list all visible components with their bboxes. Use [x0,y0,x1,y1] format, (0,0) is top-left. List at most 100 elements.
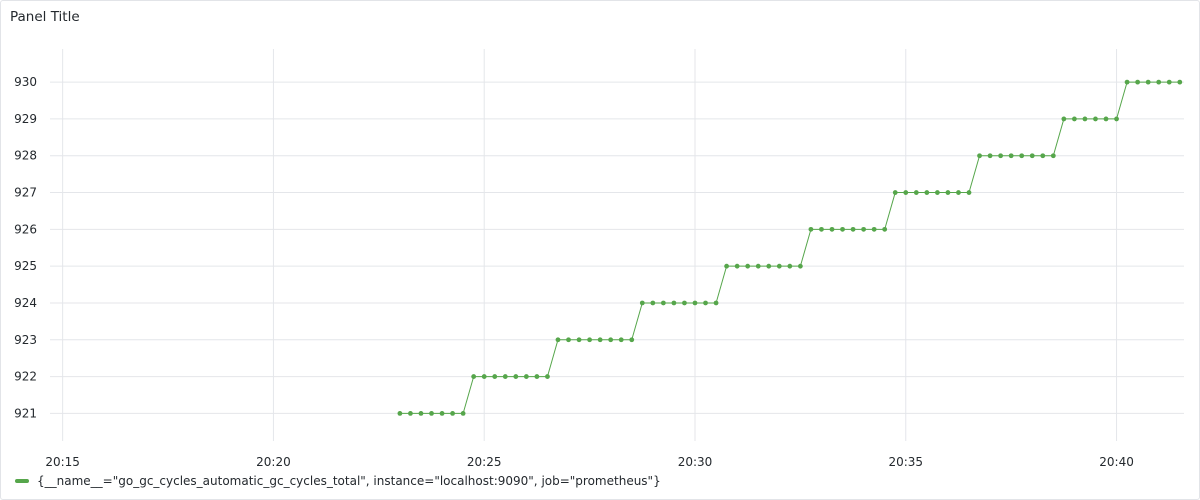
data-point[interactable] [597,337,603,343]
data-point[interactable] [1135,79,1141,85]
data-point[interactable] [1029,153,1035,159]
data-point[interactable] [1071,116,1077,122]
data-point[interactable] [745,263,751,269]
data-point[interactable] [850,226,856,232]
y-tick-label: 921 [14,406,37,420]
data-point[interactable] [481,374,487,379]
data-point[interactable] [1019,153,1025,159]
data-point[interactable] [903,190,909,195]
data-point[interactable] [671,300,677,306]
x-tick-label: 20:35 [888,455,923,469]
data-point[interactable] [998,153,1004,159]
data-point[interactable] [618,337,624,343]
data-point[interactable] [703,300,708,306]
data-point[interactable] [650,300,656,306]
data-point[interactable] [1177,79,1183,85]
data-point[interactable] [682,300,687,306]
data-point[interactable] [629,337,635,343]
series-line [399,81,1180,414]
data-point[interactable] [808,226,814,232]
data-point[interactable] [397,410,403,416]
data-point[interactable] [660,300,666,306]
data-point[interactable] [829,226,835,232]
data-point[interactable] [1082,116,1088,122]
data-point[interactable] [534,374,540,379]
data-point[interactable] [608,337,614,343]
data-point[interactable] [871,226,877,232]
data-point[interactable] [566,337,571,343]
x-axis: 20:15 20:20 20:25 20:30 20:35 20:40 [45,455,1133,469]
data-point[interactable] [555,337,561,343]
data-point[interactable] [956,190,961,195]
legend-label: {__name__="go_gc_cycles_automatic_gc_cyc… [37,474,661,488]
data-point[interactable] [766,263,772,269]
data-point[interactable] [1166,79,1172,85]
y-tick-label: 926 [14,222,37,236]
data-point[interactable] [819,226,824,232]
data-point[interactable] [471,374,477,379]
data-point[interactable] [523,374,529,379]
y-axis: 921 922 923 924 925 926 927 928 929 930 [14,75,37,420]
series-group [397,79,1183,416]
data-point[interactable] [1008,153,1014,159]
data-point[interactable] [755,263,761,269]
data-point[interactable] [639,300,645,306]
data-point[interactable] [460,410,466,416]
data-point[interactable] [892,190,898,195]
data-point[interactable] [450,410,455,416]
data-point[interactable] [913,190,919,195]
y-tick-label: 928 [14,149,37,163]
legend-item[interactable]: {__name__="go_gc_cycles_automatic_gc_cyc… [15,474,661,488]
data-point[interactable] [724,263,730,269]
data-point[interactable] [934,190,940,195]
data-point[interactable] [1145,79,1151,85]
data-point[interactable] [513,374,519,379]
y-tick-label: 922 [14,370,37,384]
data-point[interactable] [492,374,498,379]
data-point[interactable] [713,300,719,306]
data-point[interactable] [429,410,434,416]
data-point[interactable] [418,410,424,416]
x-tick-label: 20:15 [45,455,80,469]
y-tick-label: 923 [14,333,37,347]
data-point[interactable] [882,226,888,232]
data-point[interactable] [924,190,930,195]
data-point[interactable] [797,263,803,269]
x-tick-label: 20:20 [256,455,291,469]
x-tick-label: 20:40 [1099,455,1134,469]
y-tick-label: 927 [14,186,37,200]
panel-title[interactable]: Panel Title [10,9,80,25]
data-point[interactable] [945,190,951,195]
data-point[interactable] [776,263,782,269]
data-point[interactable] [587,337,592,343]
data-point[interactable] [966,190,972,195]
data-point[interactable] [1156,79,1162,85]
grid-lines [50,49,1184,441]
data-point[interactable] [692,300,698,306]
data-point[interactable] [987,153,993,159]
data-point[interactable] [502,374,508,379]
y-tick-label: 930 [14,75,37,89]
data-point[interactable] [977,153,982,159]
data-point[interactable] [840,226,845,232]
data-point[interactable] [1061,116,1067,122]
data-point[interactable] [1093,116,1098,122]
data-point[interactable] [1050,153,1056,159]
data-point[interactable] [439,410,445,416]
data-point[interactable] [1103,116,1109,122]
data-point[interactable] [576,337,582,343]
y-tick-label: 929 [14,112,37,126]
data-point[interactable] [1124,79,1130,85]
data-point[interactable] [1114,116,1119,122]
data-point[interactable] [861,226,867,232]
y-tick-label: 924 [14,296,37,310]
data-point[interactable] [734,263,740,269]
data-point[interactable] [408,410,413,416]
x-tick-label: 20:25 [467,455,502,469]
data-point[interactable] [787,263,793,269]
x-tick-label: 20:30 [678,455,713,469]
data-point[interactable] [1040,153,1046,159]
data-point[interactable] [545,374,550,379]
